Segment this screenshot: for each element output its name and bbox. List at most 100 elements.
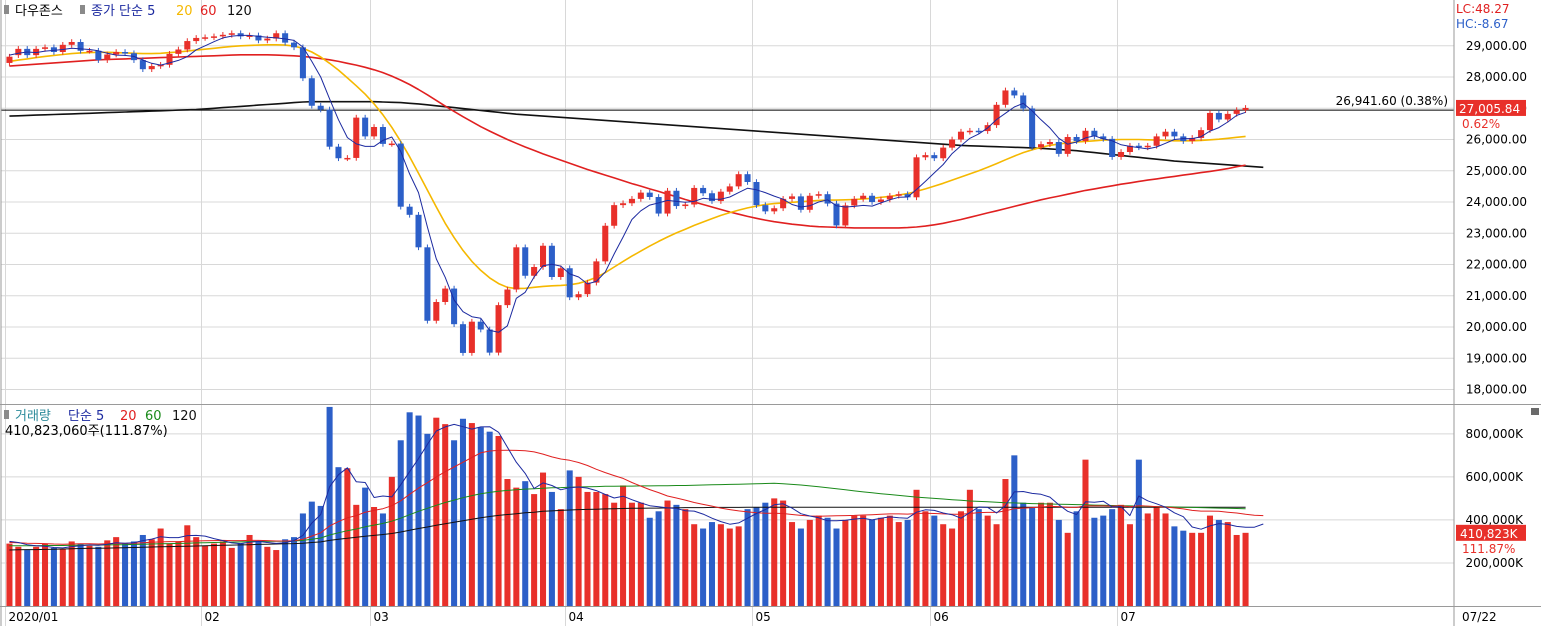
volume-bar[interactable] <box>148 539 155 606</box>
volume-bar[interactable] <box>68 541 75 606</box>
volume-bar[interactable] <box>139 534 146 606</box>
volume-bar[interactable] <box>1162 513 1169 606</box>
volume-bar[interactable] <box>691 524 698 606</box>
candle[interactable] <box>637 189 644 202</box>
volume-bar[interactable] <box>860 515 867 606</box>
candle[interactable] <box>708 190 716 204</box>
vma5-legend-label[interactable]: 단순 5 <box>68 409 104 424</box>
candle[interactable] <box>1126 142 1133 155</box>
candle[interactable] <box>86 47 93 54</box>
volume-bar[interactable] <box>895 522 902 606</box>
candle[interactable] <box>815 191 822 199</box>
volume-bar[interactable] <box>371 507 378 606</box>
volume-bar[interactable] <box>335 467 342 606</box>
candle[interactable] <box>237 30 244 40</box>
candle[interactable] <box>1189 135 1196 144</box>
volume-bar[interactable] <box>557 509 564 606</box>
volume-bar[interactable] <box>308 501 315 606</box>
volume-bar[interactable] <box>1002 479 1009 606</box>
volume-bar[interactable] <box>219 541 226 606</box>
candle[interactable] <box>388 140 395 147</box>
volume-bar[interactable] <box>326 406 333 606</box>
volume-bar[interactable] <box>406 412 413 606</box>
volume-bar[interactable] <box>50 547 57 606</box>
volume-bar[interactable] <box>708 522 716 606</box>
volume-bar[interactable] <box>842 519 849 606</box>
volume-bar[interactable] <box>1029 507 1036 606</box>
volume-bar[interactable] <box>193 537 200 606</box>
volume-bar[interactable] <box>726 528 733 606</box>
candle[interactable] <box>602 222 609 265</box>
volume-bar[interactable] <box>459 418 467 606</box>
volume-bar[interactable] <box>602 494 609 606</box>
candle[interactable] <box>486 326 493 356</box>
candle[interactable] <box>931 152 938 162</box>
volume-bar[interactable] <box>717 524 724 606</box>
volume-bar[interactable] <box>620 485 627 606</box>
volume-bar[interactable] <box>95 546 102 606</box>
volume-bar[interactable] <box>1055 519 1062 606</box>
volume-bar[interactable] <box>922 511 929 606</box>
candle[interactable] <box>513 244 520 293</box>
volume-bar[interactable] <box>1037 502 1045 606</box>
volume-bar[interactable] <box>451 440 458 606</box>
volume-bar[interactable] <box>513 487 520 606</box>
volume-bar[interactable] <box>824 517 831 606</box>
volume-bar[interactable] <box>317 505 324 606</box>
volume-bar[interactable] <box>1224 522 1231 606</box>
candle[interactable] <box>406 203 413 218</box>
volume-bar[interactable] <box>6 543 13 606</box>
volume-panel-toggle-icon[interactable] <box>4 410 9 419</box>
volume-bar[interactable] <box>1020 502 1027 606</box>
ma60-legend-label[interactable]: 60 <box>200 4 217 19</box>
volume-bar[interactable] <box>1171 526 1178 606</box>
candle[interactable] <box>557 265 564 280</box>
volume-bar[interactable] <box>379 513 386 606</box>
volume-bar[interactable] <box>940 524 947 606</box>
volume-bar[interactable] <box>1144 513 1151 606</box>
candle[interactable] <box>1215 110 1222 123</box>
candle[interactable] <box>1153 133 1160 149</box>
volume-bar[interactable] <box>877 517 884 606</box>
candle[interactable] <box>886 192 893 203</box>
candle[interactable] <box>299 44 306 82</box>
volume-bar[interactable] <box>210 543 218 606</box>
candle[interactable] <box>1002 87 1009 108</box>
candle[interactable] <box>548 242 555 280</box>
candle[interactable] <box>975 127 982 134</box>
volume-bar[interactable] <box>77 543 84 606</box>
ma-panel-toggle-icon[interactable] <box>80 5 85 14</box>
candle[interactable] <box>753 179 760 208</box>
candle[interactable] <box>726 183 733 195</box>
volume-bar[interactable] <box>157 528 164 606</box>
price-plot[interactable] <box>1 30 1454 356</box>
candle[interactable] <box>1064 134 1071 157</box>
candle[interactable] <box>1037 141 1045 151</box>
volume-bar[interactable] <box>869 519 876 606</box>
candle[interactable] <box>940 144 947 162</box>
volume-bar[interactable] <box>1118 504 1125 606</box>
candle[interactable] <box>308 75 315 109</box>
candle[interactable] <box>362 114 369 140</box>
volume-bar[interactable] <box>539 472 547 606</box>
candle[interactable] <box>1171 128 1178 140</box>
candle[interactable] <box>1198 127 1205 141</box>
candle[interactable] <box>1020 92 1027 112</box>
volume-bar[interactable] <box>344 468 351 606</box>
ma20-legend-label[interactable]: 20 <box>176 4 193 19</box>
candle[interactable] <box>1055 139 1062 157</box>
candle[interactable] <box>700 185 707 197</box>
volume-bar[interactable] <box>397 440 404 606</box>
volume-bar[interactable] <box>1100 515 1107 606</box>
volume-bar[interactable] <box>966 489 973 606</box>
volume-bar[interactable] <box>762 502 769 606</box>
candle[interactable] <box>993 102 1000 128</box>
candle[interactable] <box>379 124 386 147</box>
candle[interactable] <box>202 34 209 41</box>
volume-bar[interactable] <box>113 537 120 606</box>
candle[interactable] <box>904 191 911 201</box>
candle[interactable] <box>824 191 831 207</box>
candle[interactable] <box>415 212 422 251</box>
volume-bar[interactable] <box>931 515 938 606</box>
